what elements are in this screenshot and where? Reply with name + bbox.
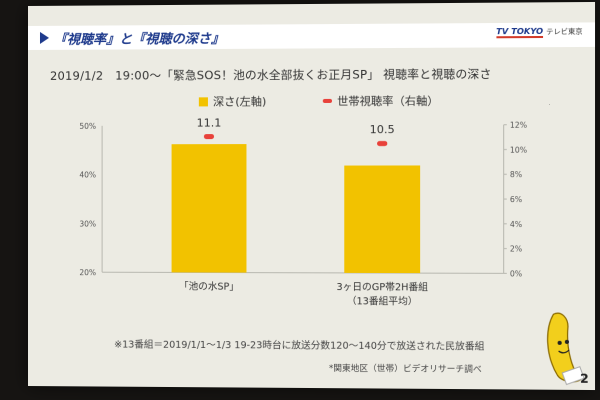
x-category-sublabel: （13番組平均） xyxy=(347,295,418,307)
right-axis-tick-label: 10% xyxy=(510,145,527,154)
slide: 『視聴率』と『視聴の深さ』 TV TOKYO テレビ東京 2019/1/2 19:… xyxy=(28,2,595,390)
bar-depth xyxy=(172,144,247,273)
source-note: *関東地区（世帯）ビデオリサーチ調べ xyxy=(329,362,482,375)
rating-data-label: 10.5 xyxy=(370,123,395,136)
footnote: ※13番組＝2019/1/1～1/3 19-23時台に放送分数120～140分で… xyxy=(114,336,484,352)
right-axis-tick-label: 4% xyxy=(510,220,522,229)
rating-marker xyxy=(377,141,387,146)
right-axis-tick-label: 6% xyxy=(510,195,522,204)
left-axis-tick-label: 20% xyxy=(79,268,96,277)
left-axis-tick-label: 40% xyxy=(79,171,96,180)
bar-chart: 50% 40% 30% 20% 12% 10% 8% 6% 4% 2% 0% 11.1 「池の水SP」 1… xyxy=(28,2,595,339)
rating-data-label: 11.1 xyxy=(197,116,222,129)
x-category-label: 「池の水SP」 xyxy=(179,280,239,292)
right-axis-tick-label: 2% xyxy=(510,245,522,254)
right-axis-tick-label: 12% xyxy=(510,121,527,130)
right-axis-tick-label: 8% xyxy=(510,170,522,179)
rating-marker xyxy=(204,134,214,139)
x-axis-line xyxy=(102,272,504,273)
right-axis-tick-label: 0% xyxy=(510,269,522,278)
x-category-label: 3ヶ日のGP帯2H番組 xyxy=(336,281,428,293)
left-axis-tick-label: 30% xyxy=(79,219,96,228)
bar-depth xyxy=(344,165,420,273)
left-axis-tick-label: 50% xyxy=(79,122,96,131)
page-number: 2 xyxy=(580,372,589,386)
